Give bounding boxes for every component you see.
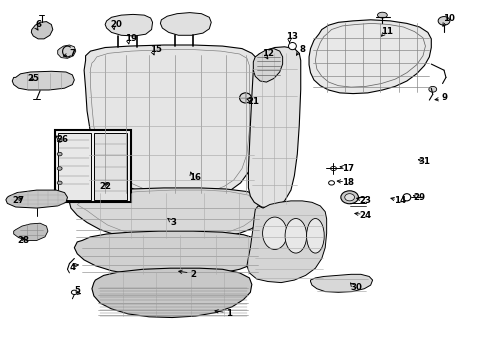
Ellipse shape (57, 181, 62, 185)
Polygon shape (160, 13, 211, 35)
Text: 10: 10 (442, 14, 454, 23)
Polygon shape (246, 201, 326, 283)
Text: 2: 2 (190, 270, 196, 279)
Text: 5: 5 (74, 287, 80, 295)
Polygon shape (58, 45, 76, 58)
Text: 1: 1 (225, 309, 231, 318)
Text: 16: 16 (188, 173, 200, 181)
Polygon shape (308, 20, 430, 94)
Text: 21: 21 (247, 97, 259, 106)
Text: 25: 25 (27, 74, 39, 83)
Text: 31: 31 (418, 157, 429, 166)
Ellipse shape (340, 191, 358, 204)
Text: 27: 27 (13, 197, 24, 205)
Polygon shape (69, 188, 266, 240)
Text: 17: 17 (342, 164, 353, 173)
Text: 22: 22 (99, 182, 111, 191)
Text: 14: 14 (393, 197, 405, 205)
Text: 28: 28 (18, 236, 29, 245)
Polygon shape (6, 190, 67, 208)
Ellipse shape (402, 194, 410, 201)
Text: 12: 12 (262, 49, 273, 58)
Polygon shape (92, 268, 251, 318)
Ellipse shape (328, 181, 334, 185)
Text: 7: 7 (69, 49, 75, 58)
Ellipse shape (285, 219, 306, 253)
Ellipse shape (377, 12, 386, 18)
Text: 19: 19 (125, 34, 137, 43)
Ellipse shape (428, 86, 436, 92)
Text: 24: 24 (359, 211, 371, 220)
Text: 23: 23 (359, 197, 371, 205)
Ellipse shape (330, 166, 336, 171)
Text: 13: 13 (286, 32, 298, 41)
Text: 29: 29 (413, 193, 425, 202)
Text: 8: 8 (299, 45, 305, 54)
Ellipse shape (288, 42, 296, 50)
Text: 20: 20 (110, 20, 122, 29)
Bar (55, 130, 130, 202)
Text: 18: 18 (342, 178, 353, 187)
Ellipse shape (437, 17, 449, 25)
Polygon shape (84, 45, 258, 198)
Bar (58, 133, 91, 200)
Ellipse shape (262, 217, 286, 249)
Text: 3: 3 (170, 218, 176, 227)
Polygon shape (14, 223, 48, 240)
Ellipse shape (57, 152, 62, 156)
Polygon shape (105, 14, 152, 36)
Bar (94, 133, 127, 200)
Ellipse shape (57, 139, 62, 142)
Polygon shape (310, 274, 372, 292)
Polygon shape (12, 71, 74, 90)
Text: 9: 9 (440, 94, 446, 102)
Ellipse shape (239, 93, 251, 103)
Ellipse shape (71, 290, 77, 294)
Text: 30: 30 (349, 283, 361, 292)
Ellipse shape (306, 219, 324, 253)
Polygon shape (31, 22, 53, 39)
Text: 26: 26 (57, 135, 68, 144)
Ellipse shape (57, 167, 62, 170)
Text: 4: 4 (69, 263, 75, 271)
Polygon shape (253, 49, 282, 82)
Text: 11: 11 (381, 27, 392, 36)
Text: 15: 15 (149, 45, 161, 54)
Polygon shape (74, 231, 263, 276)
Ellipse shape (344, 194, 354, 201)
Polygon shape (248, 47, 300, 208)
Text: 6: 6 (35, 20, 41, 29)
